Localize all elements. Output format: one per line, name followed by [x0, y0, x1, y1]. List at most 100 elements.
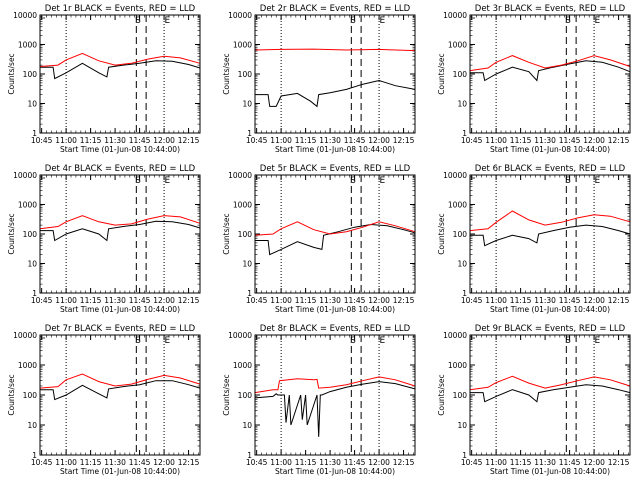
x-tick-label: 11:45	[559, 136, 581, 145]
x-tick-label: 12:00	[583, 296, 605, 305]
x-tick-label: 11:30	[319, 136, 341, 145]
y-tick-label: 1	[462, 289, 467, 298]
lld-series-line	[469, 375, 631, 391]
marker-e: E	[165, 336, 171, 346]
x-tick-label: 12:15	[393, 136, 415, 145]
panel-title: Det 9r BLACK = Events, RED = LLD	[475, 324, 626, 334]
x-tick-label: 11:15	[80, 296, 102, 305]
x-tick-label: 11:30	[534, 458, 556, 467]
y-tick-label: 10	[27, 421, 37, 430]
y-tick-label: 10000	[228, 171, 252, 180]
events-series-line	[470, 60, 631, 82]
x-tick-label: 11:15	[295, 136, 317, 145]
x-tick-label: 11:15	[80, 458, 102, 467]
y-tick-label: 1000	[233, 201, 252, 210]
marker-e: E	[380, 176, 386, 186]
x-tick-label: 11:00	[270, 296, 292, 305]
events-series-line	[40, 380, 201, 401]
x-tick-label: 11:45	[129, 458, 151, 467]
plot-frame	[469, 14, 631, 134]
x-tick-label: 10:45	[246, 136, 268, 145]
y-axis-label: Counts/sec	[7, 374, 16, 415]
panel-title: Det 5r BLACK = Events, RED = LLD	[260, 164, 411, 174]
marker-e: E	[595, 16, 601, 26]
x-tick-label: 10:45	[461, 296, 483, 305]
y-axis-label: Counts/sec	[7, 213, 16, 254]
y-tick-label: 100	[453, 70, 468, 79]
detector-panel: Det 9r BLACK = Events, RED = LLD 1 10 100 10…	[437, 324, 631, 476]
x-tick-label: 11:30	[319, 296, 341, 305]
x-axis-label: Start Time (01-Jun-08 10:44:00)	[490, 467, 610, 476]
events-series-line	[470, 384, 631, 403]
x-tick-label: 12:15	[178, 296, 200, 305]
y-tick-label: 100	[23, 230, 38, 239]
y-tick-label: 10	[457, 260, 467, 269]
x-tick-label: 12:15	[393, 296, 415, 305]
y-tick-label: 100	[453, 391, 468, 400]
marker-s: S	[350, 176, 356, 186]
x-tick-label: 10:45	[31, 136, 53, 145]
y-tick-label: 10	[242, 100, 252, 109]
x-tick-label: 11:45	[344, 296, 366, 305]
detector-panel: Det 6r BLACK = Events, RED = LLD 1 10 100 10…	[437, 164, 631, 314]
y-tick-label: 1000	[448, 41, 467, 50]
x-tick-label: 12:00	[153, 458, 175, 467]
marker-s: S	[135, 16, 141, 26]
x-tick-label: 11:45	[129, 136, 151, 145]
y-tick-label: 10	[242, 260, 252, 269]
x-axis-label: Start Time (01-Jun-08 10:44:00)	[60, 467, 180, 476]
marker-e: E	[595, 336, 601, 346]
x-tick-label: 12:00	[368, 136, 390, 145]
events-series-line	[254, 381, 416, 437]
panel-title: Det 1r BLACK = Events, RED = LLD	[45, 4, 196, 14]
panel-title: Det 4r BLACK = Events, RED = LLD	[45, 164, 196, 174]
lld-series-line	[39, 373, 201, 389]
y-tick-label: 100	[23, 70, 38, 79]
x-tick-label: 11:45	[344, 136, 366, 145]
detector-panel: Det 3r BLACK = Events, RED = LLD 1 10 100 10…	[437, 4, 631, 154]
x-tick-label: 11:15	[80, 136, 102, 145]
plot-frame	[254, 174, 416, 294]
detector-panel: Det 5r BLACK = Events, RED = LLD 1 10 100 10…	[222, 164, 416, 314]
detector-panel: Det 7r BLACK = Events, RED = LLD 1 10 100 10…	[7, 324, 201, 476]
y-tick-label: 1	[32, 129, 37, 138]
events-series-line	[40, 60, 201, 80]
marker-s: S	[350, 336, 356, 346]
lld-series-line	[254, 376, 416, 394]
events-series-line	[255, 223, 416, 256]
x-tick-label: 11:00	[485, 136, 507, 145]
x-tick-label: 12:15	[178, 458, 200, 467]
marker-s: S	[135, 176, 141, 186]
y-tick-label: 1000	[18, 361, 37, 370]
x-tick-label: 12:00	[153, 296, 175, 305]
marker-e: E	[380, 336, 386, 346]
panel-title: Det 2r BLACK = Events, RED = LLD	[260, 4, 411, 14]
y-tick-label: 10000	[443, 11, 467, 20]
plot-frame	[469, 334, 631, 456]
x-tick-label: 11:00	[55, 296, 77, 305]
marker-e: E	[165, 16, 171, 26]
detector-panel: Det 4r BLACK = Events, RED = LLD 1 10 100 10…	[7, 164, 201, 314]
x-tick-label: 11:00	[485, 296, 507, 305]
lld-series-line	[39, 52, 201, 67]
lld-series-line	[469, 210, 631, 232]
y-tick-label: 1000	[448, 201, 467, 210]
panel-title: Det 3r BLACK = Events, RED = LLD	[475, 4, 626, 14]
y-tick-label: 1	[462, 129, 467, 138]
events-series-line	[40, 220, 201, 242]
y-tick-label: 10000	[443, 171, 467, 180]
y-tick-label: 1000	[448, 361, 467, 370]
y-tick-label: 1000	[18, 41, 37, 50]
marker-e: E	[595, 176, 601, 186]
y-axis-label: Counts/sec	[222, 374, 231, 415]
y-tick-label: 10000	[13, 331, 37, 340]
y-tick-label: 10000	[228, 331, 252, 340]
x-tick-label: 11:15	[295, 296, 317, 305]
y-axis-label: Counts/sec	[7, 53, 16, 94]
x-tick-label: 12:15	[608, 458, 630, 467]
y-tick-label: 100	[238, 70, 253, 79]
y-tick-label: 1000	[18, 201, 37, 210]
x-tick-label: 11:30	[534, 136, 556, 145]
